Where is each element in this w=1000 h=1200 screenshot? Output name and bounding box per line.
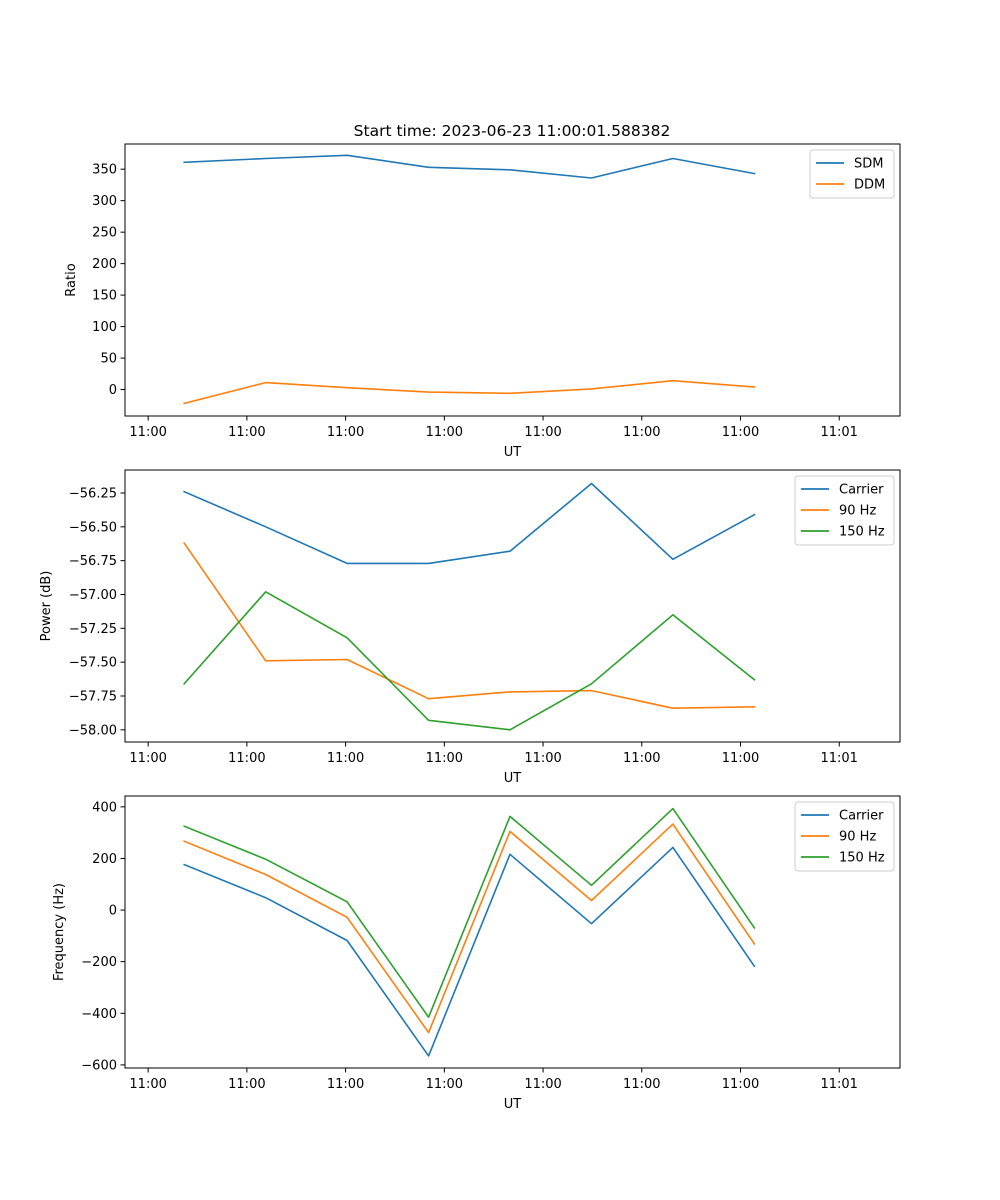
chart-panel-3: 11:00 11:00 11:00 11:00 11:00 11:00 11:00 11:01… (52, 795, 901, 1112)
legend-label: 150 Hz (839, 525, 885, 540)
y-tick-label: 250 (92, 226, 117, 241)
x-tick-label: 11:00 (524, 751, 561, 766)
y-tick-label: 300 (92, 194, 117, 209)
y-tick-label: −57.75 (69, 689, 117, 704)
legend-box (794, 475, 895, 546)
x-tick-label: 11:00 (722, 425, 759, 440)
y-tick-label: 350 (92, 163, 117, 178)
series-line-90-hz (183, 823, 756, 1034)
x-tick-label: 11:00 (228, 751, 265, 766)
y-tick-label: −57.25 (69, 622, 117, 637)
x-tick-label: 11:00 (129, 751, 166, 766)
chart-panel-1: 11:00 11:00 11:00 11:00 11:00 11:00 11:00 11:01… (64, 143, 901, 460)
x-tick-label: 11:00 (524, 425, 561, 440)
x-tick-label: 11:00 (327, 1077, 364, 1092)
x-tick-label: 11:00 (327, 751, 364, 766)
legend-label: Carrier (839, 809, 884, 824)
x-tick-label: 11:00 (722, 1077, 759, 1092)
y-tick-label: −56.25 (69, 487, 117, 502)
y-tick-label: −200 (81, 955, 117, 970)
x-tick-label: 11:00 (426, 425, 463, 440)
legend: Carrier 90 Hz 150 Hz (794, 475, 895, 546)
x-tick-label: 11:00 (524, 1077, 561, 1092)
plot-frame (124, 795, 901, 1069)
y-tick-label: −600 (81, 1058, 117, 1073)
chart-panel-2: 11:00 11:00 11:00 11:00 11:00 11:00 11:00 11:01… (39, 469, 901, 786)
series-line-carrier (183, 482, 756, 565)
legend-label: 90 Hz (839, 504, 876, 519)
x-tick-label: 11:00 (327, 425, 364, 440)
x-tick-label: 11:00 (129, 1077, 166, 1092)
x-tick-label: 11:00 (722, 751, 759, 766)
x-tick-label: 11:01 (820, 751, 857, 766)
y-tick-label: 150 (92, 289, 117, 304)
x-axis-label: UT (504, 445, 522, 460)
x-tick-label: 11:00 (129, 425, 166, 440)
series-line-90-hz (183, 541, 756, 710)
y-tick-label: −57.00 (69, 588, 117, 603)
plot-frame (124, 469, 901, 743)
series-line-ddm (183, 379, 756, 405)
legend: SDM DDM (809, 149, 895, 199)
x-tick-label: 11:00 (228, 1077, 265, 1092)
y-axis-label: Frequency (Hz) (52, 883, 67, 981)
x-tick-label: 11:00 (623, 751, 660, 766)
y-tick-label: 0 (109, 904, 117, 919)
x-tick-label: 11:00 (426, 1077, 463, 1092)
y-tick-label: 400 (92, 800, 117, 815)
y-tick-label: 100 (92, 320, 117, 335)
series-line-carrier (183, 846, 756, 1057)
series-line-150-hz (183, 590, 756, 731)
legend-label: SDM (854, 157, 883, 172)
legend-label: Carrier (839, 483, 884, 498)
x-tick-label: 11:01 (820, 425, 857, 440)
y-tick-label: 50 (100, 352, 117, 367)
y-tick-label: −58.00 (69, 723, 117, 738)
x-tick-label: 11:00 (228, 425, 265, 440)
y-tick-label: −400 (81, 1007, 117, 1022)
x-tick-label: 11:01 (820, 1077, 857, 1092)
legend-label: 90 Hz (839, 830, 876, 845)
x-axis-label: UT (504, 1097, 522, 1112)
y-tick-label: 200 (92, 852, 117, 867)
y-tick-label: 200 (92, 257, 117, 272)
x-tick-label: 11:00 (623, 425, 660, 440)
x-axis-label: UT (504, 771, 522, 786)
y-axis-label: Power (dB) (39, 571, 54, 642)
plot-frame (124, 143, 901, 417)
legend: Carrier 90 Hz 150 Hz (794, 801, 895, 872)
series-line-150-hz (183, 807, 756, 1019)
chart-title: Start time: 2023-06-23 11:00:01.588382 (354, 122, 671, 140)
legend-box (794, 801, 895, 872)
x-tick-label: 11:00 (426, 751, 463, 766)
y-tick-label: −57.50 (69, 656, 117, 671)
legend-label: DDM (854, 178, 885, 193)
y-tick-label: −56.50 (69, 520, 117, 535)
y-tick-label: 0 (109, 383, 117, 398)
series-line-sdm (183, 154, 756, 179)
y-tick-label: −56.75 (69, 554, 117, 569)
y-axis-label: Ratio (64, 263, 79, 296)
x-tick-label: 11:00 (623, 1077, 660, 1092)
legend-box (809, 149, 895, 199)
legend-label: 150 Hz (839, 851, 885, 866)
